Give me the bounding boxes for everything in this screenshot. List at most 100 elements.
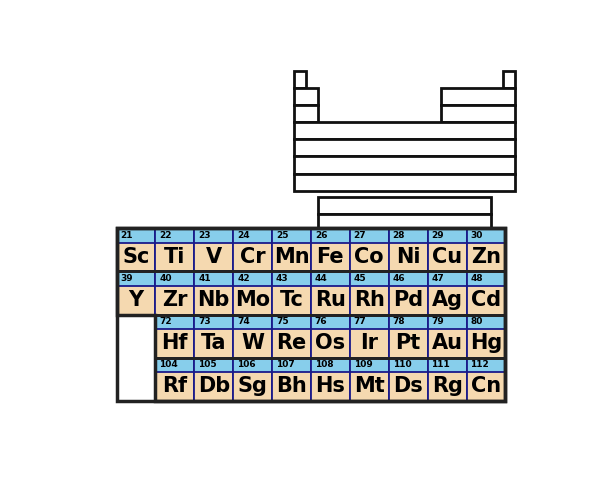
Bar bbox=[467, 272, 505, 286]
Bar bbox=[272, 358, 311, 401]
Bar bbox=[311, 358, 350, 401]
Bar bbox=[318, 197, 491, 214]
Text: Sg: Sg bbox=[238, 376, 268, 396]
Bar bbox=[116, 228, 505, 401]
Text: 23: 23 bbox=[198, 231, 211, 240]
Text: 74: 74 bbox=[237, 317, 250, 326]
Text: 24: 24 bbox=[237, 231, 250, 240]
Bar bbox=[428, 358, 467, 401]
Bar bbox=[467, 228, 505, 272]
Bar bbox=[467, 358, 505, 372]
Text: 43: 43 bbox=[276, 274, 289, 283]
Bar bbox=[272, 228, 311, 272]
Text: 79: 79 bbox=[431, 317, 444, 326]
Text: Re: Re bbox=[277, 333, 307, 353]
Bar bbox=[428, 315, 467, 358]
Bar bbox=[350, 358, 389, 372]
Bar bbox=[318, 214, 491, 230]
Text: 73: 73 bbox=[198, 317, 211, 326]
Text: Zr: Zr bbox=[162, 290, 188, 310]
Text: 27: 27 bbox=[354, 231, 367, 240]
Text: 30: 30 bbox=[470, 231, 483, 240]
Bar bbox=[194, 272, 233, 286]
Text: Rh: Rh bbox=[354, 290, 385, 310]
Bar bbox=[155, 228, 194, 272]
Bar bbox=[293, 122, 515, 140]
Bar bbox=[350, 272, 389, 286]
Bar bbox=[233, 272, 272, 315]
Bar bbox=[272, 272, 311, 286]
Bar bbox=[318, 122, 442, 191]
Bar bbox=[428, 358, 467, 372]
Bar bbox=[116, 228, 155, 272]
Text: Ni: Ni bbox=[396, 247, 421, 267]
Text: 46: 46 bbox=[392, 274, 405, 283]
Text: Zn: Zn bbox=[471, 247, 501, 267]
Bar bbox=[116, 272, 505, 315]
Bar bbox=[272, 315, 311, 329]
Bar bbox=[428, 228, 467, 272]
Text: Y: Y bbox=[128, 290, 143, 310]
Text: 39: 39 bbox=[121, 274, 133, 283]
Bar bbox=[272, 272, 311, 315]
Text: Co: Co bbox=[355, 247, 384, 267]
Text: Au: Au bbox=[431, 333, 463, 353]
Bar bbox=[194, 315, 233, 358]
Bar bbox=[389, 228, 428, 272]
Bar bbox=[350, 358, 389, 401]
Bar bbox=[293, 105, 318, 122]
Bar bbox=[155, 315, 194, 358]
Bar bbox=[293, 71, 306, 88]
Bar bbox=[155, 228, 194, 242]
Text: Mn: Mn bbox=[274, 247, 310, 267]
Text: Ds: Ds bbox=[394, 376, 423, 396]
Bar bbox=[428, 272, 467, 286]
Bar bbox=[155, 315, 194, 329]
Text: Bh: Bh bbox=[276, 376, 307, 396]
Text: 76: 76 bbox=[315, 317, 328, 326]
Bar bbox=[467, 228, 505, 242]
Bar bbox=[428, 315, 467, 329]
Text: 75: 75 bbox=[276, 317, 289, 326]
Bar bbox=[389, 272, 428, 286]
Bar bbox=[311, 315, 350, 329]
Text: 109: 109 bbox=[354, 360, 373, 369]
Text: Ti: Ti bbox=[164, 247, 185, 267]
Text: 77: 77 bbox=[354, 317, 367, 326]
Text: 111: 111 bbox=[431, 360, 450, 369]
Text: 45: 45 bbox=[354, 274, 367, 283]
Bar bbox=[389, 315, 428, 329]
Text: 47: 47 bbox=[431, 274, 444, 283]
Text: Rf: Rf bbox=[163, 376, 187, 396]
Bar bbox=[155, 358, 505, 401]
Text: 110: 110 bbox=[392, 360, 411, 369]
Bar bbox=[116, 228, 505, 272]
Bar bbox=[155, 358, 194, 401]
Bar bbox=[233, 315, 272, 329]
Bar bbox=[389, 358, 428, 372]
Bar bbox=[155, 315, 505, 358]
Text: 25: 25 bbox=[276, 231, 289, 240]
Bar bbox=[442, 88, 515, 105]
Text: V: V bbox=[206, 247, 222, 267]
Text: 107: 107 bbox=[276, 360, 295, 369]
Bar bbox=[272, 358, 311, 372]
Bar bbox=[272, 228, 311, 242]
Text: 21: 21 bbox=[121, 231, 133, 240]
Bar bbox=[311, 272, 350, 315]
Bar bbox=[428, 272, 467, 315]
Bar bbox=[350, 272, 389, 315]
Bar bbox=[442, 105, 515, 122]
Bar bbox=[293, 140, 515, 156]
Text: Ru: Ru bbox=[315, 290, 346, 310]
Text: Db: Db bbox=[197, 376, 230, 396]
Text: Mt: Mt bbox=[354, 376, 385, 396]
Bar bbox=[467, 315, 505, 329]
Bar bbox=[194, 358, 233, 401]
Bar bbox=[233, 315, 272, 358]
Text: Nb: Nb bbox=[197, 290, 230, 310]
Text: Fe: Fe bbox=[317, 247, 344, 267]
Text: Tc: Tc bbox=[280, 290, 304, 310]
Text: Ag: Ag bbox=[431, 290, 463, 310]
Text: Ta: Ta bbox=[201, 333, 227, 353]
